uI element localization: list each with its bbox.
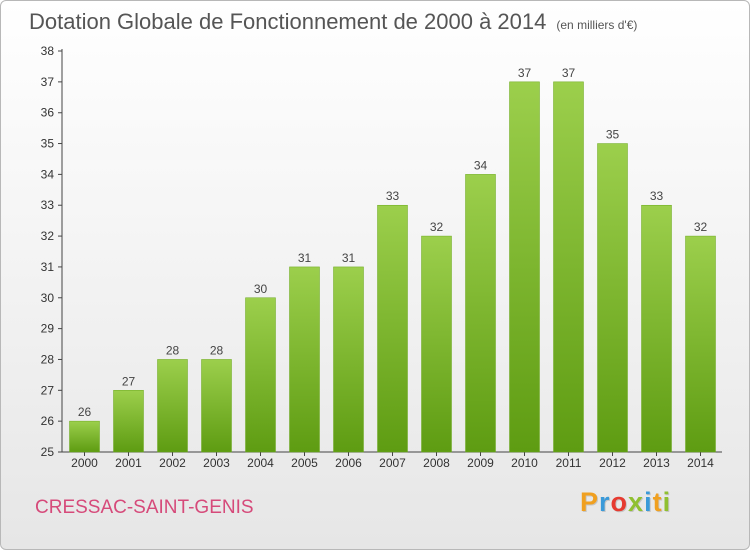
data-label: 33: [386, 189, 400, 203]
logo-letter: x: [628, 487, 645, 517]
bar-2007: [377, 204, 408, 453]
x-tick-label: 2009: [467, 456, 494, 470]
bar-2005: [289, 266, 320, 453]
x-tick-label: 2008: [423, 456, 450, 470]
bar-2001: [113, 390, 144, 453]
data-label: 32: [430, 220, 444, 234]
data-labels: 26 27 28 28 30 31 31 33 32 34 37 37 35 33 32: [78, 66, 708, 419]
proxiti-logo: Proxiti: [580, 487, 671, 518]
logo-letter: i: [644, 487, 653, 517]
x-tick-label: 2012: [599, 456, 626, 470]
x-tick-label: 2003: [203, 456, 230, 470]
x-tick-label: 2006: [335, 456, 362, 470]
x-tick-label: 2010: [511, 456, 538, 470]
x-tick-label: 2007: [379, 456, 406, 470]
data-label: 28: [166, 343, 180, 357]
bar-2013: [641, 204, 672, 453]
bar-2012: [597, 143, 628, 453]
y-tick-label: 29: [41, 322, 55, 336]
bar-2014: [685, 235, 716, 453]
data-label: 31: [342, 251, 356, 265]
y-tick-label: 38: [41, 44, 55, 58]
y-tick-label: 34: [41, 167, 55, 181]
bar-2002: [157, 359, 188, 453]
data-label: 32: [694, 220, 708, 234]
data-label: 37: [518, 66, 532, 80]
y-tick-label: 32: [41, 229, 55, 243]
axes: 25 26 27 28 29 30 31 32 33 34 35 36 37 38 2000 2001 2002…: [41, 44, 722, 470]
logo-letter: r: [599, 487, 611, 517]
data-label: 35: [606, 128, 620, 142]
logo-letter: i: [662, 487, 672, 517]
bar-2003: [201, 359, 232, 453]
x-tick-label: 2001: [115, 456, 142, 470]
bar-2000: [69, 420, 100, 453]
data-label: 27: [122, 374, 136, 388]
x-tick-label: 2002: [159, 456, 186, 470]
y-tick-label: 36: [41, 106, 55, 120]
title-text: Dotation Globale de Fonctionnement de 20…: [29, 9, 547, 34]
data-label: 34: [474, 158, 488, 172]
data-label: 30: [254, 282, 268, 296]
bar-2008: [421, 235, 452, 453]
x-tick-label: 2011: [556, 456, 582, 470]
y-tick-label: 26: [41, 414, 55, 428]
bar-2009: [465, 174, 496, 453]
y-tick-label: 28: [41, 352, 55, 366]
chart-title: Dotation Globale de Fonctionnement de 20…: [29, 9, 637, 35]
y-tick-label: 27: [41, 383, 55, 397]
data-label: 31: [298, 251, 312, 265]
x-tick-label: 2000: [71, 456, 98, 470]
logo-letter: t: [652, 487, 663, 517]
x-tick-label: 2014: [687, 456, 714, 470]
x-tick-label: 2004: [247, 456, 274, 470]
bar-2006: [333, 266, 364, 453]
y-tick-label: 25: [41, 445, 55, 459]
data-label: 33: [650, 189, 664, 203]
bar-2004: [245, 297, 276, 453]
y-tick-label: 35: [41, 137, 55, 151]
y-tick-label: 31: [41, 260, 55, 274]
bars: [69, 81, 716, 453]
bar-2010: [509, 81, 540, 453]
x-tick-label: 2013: [643, 456, 670, 470]
data-label: 28: [210, 343, 224, 357]
commune-name: CRESSAC-SAINT-GENIS: [35, 497, 254, 518]
title-unit: (en milliers d'€): [556, 18, 638, 32]
data-label: 26: [78, 405, 92, 419]
y-tick-label: 37: [41, 75, 55, 89]
data-label: 37: [562, 66, 576, 80]
logo-letter: o: [610, 487, 629, 517]
y-tick-label: 33: [41, 198, 55, 212]
y-tick-label: 30: [41, 291, 55, 305]
bar-2011: [553, 81, 584, 453]
logo-letter: P: [580, 487, 600, 517]
x-tick-label: 2005: [291, 456, 318, 470]
